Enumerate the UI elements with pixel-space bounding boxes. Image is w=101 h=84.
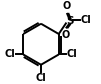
Text: O: O [62,30,70,40]
Text: O: O [62,1,71,11]
Text: Cl: Cl [66,49,77,59]
Text: Cl: Cl [36,73,46,83]
Text: Cl: Cl [80,15,91,25]
Text: S: S [66,16,74,26]
Text: Cl: Cl [5,49,16,59]
